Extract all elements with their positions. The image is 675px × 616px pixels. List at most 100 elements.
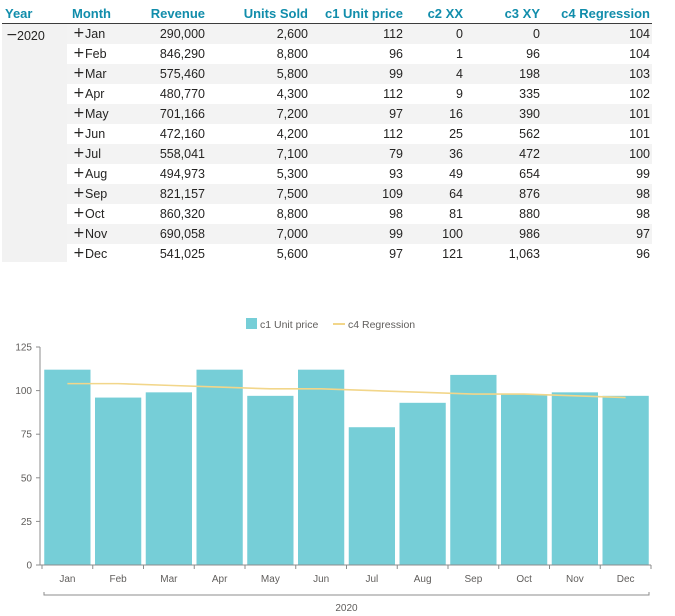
x-axis: Jan Feb Mar Apr May Jun Jul Aug Sep Oct Nov Dec 2020: [40, 564, 652, 614]
bar-aug[interactable]: [399, 402, 446, 565]
expand-icon[interactable]: +: [73, 245, 85, 261]
bar-sep[interactable]: [450, 374, 497, 565]
bar-jan[interactable]: [44, 369, 91, 565]
revenue-cell: 575,460: [159, 67, 205, 81]
expand-icon[interactable]: +: [73, 25, 85, 41]
c1-cell: 112: [383, 87, 403, 101]
chart-legend[interactable]: c1 Unit price c4 Regression: [246, 318, 415, 331]
month-cell: Jul: [85, 147, 101, 161]
expand-icon[interactable]: +: [73, 145, 85, 161]
c3-cell: 1,063: [508, 247, 540, 261]
c4-cell: 98: [636, 187, 650, 201]
legend-label-c4[interactable]: c4 Regression: [348, 319, 415, 331]
matrix-table: Year Month Revenue Units Sold c1 Unit pr…: [0, 0, 675, 270]
bar-apr[interactable]: [196, 369, 243, 565]
bar-jun[interactable]: [298, 369, 345, 565]
table-row: + Jan 290,000 2,600 112 0 0 104: [67, 24, 652, 44]
units-sold-cell: 8,800: [276, 207, 308, 221]
header-c1-unit-price[interactable]: c1 Unit price: [324, 6, 403, 21]
expand-icon[interactable]: +: [73, 165, 85, 181]
header-c3-xy[interactable]: c3 XY: [504, 6, 540, 21]
expand-icon[interactable]: +: [73, 205, 85, 221]
c3-cell: 880: [519, 207, 540, 221]
c4-cell: 97: [636, 227, 650, 241]
month-cell: Jan: [85, 27, 106, 41]
units-sold-cell: 5,800: [276, 67, 308, 81]
c1-cell: 112: [383, 27, 403, 41]
table-row: + Dec 541,025 5,600 97 121 1,063 96: [67, 244, 652, 264]
revenue-cell: 541,025: [159, 247, 205, 261]
expand-icon[interactable]: +: [73, 45, 85, 61]
month-cell: May: [85, 107, 109, 121]
y-tick-label: 100: [15, 386, 32, 397]
units-sold-cell: 8,800: [276, 47, 308, 61]
units-sold-cell: 7,100: [276, 147, 308, 161]
bar-may[interactable]: [247, 395, 294, 565]
c4-cell: 103: [629, 67, 650, 81]
month-cell: Mar: [85, 67, 107, 81]
expand-icon[interactable]: +: [73, 185, 85, 201]
bar-dec[interactable]: [602, 395, 649, 565]
header-units-sold[interactable]: Units Sold: [243, 6, 308, 21]
c2-cell: 4: [456, 67, 463, 81]
c1-cell: 97: [389, 247, 403, 261]
expand-icon[interactable]: +: [73, 225, 85, 241]
header-c4-regression[interactable]: c4 Regression: [561, 6, 650, 21]
bar-feb[interactable]: [95, 397, 142, 565]
c3-cell: 562: [519, 127, 540, 141]
c1-cell: 112: [383, 127, 403, 141]
bar-mar[interactable]: [145, 392, 192, 565]
bar-oct[interactable]: [501, 394, 548, 565]
year-cell: 2020: [17, 29, 45, 43]
c1-cell: 99: [389, 227, 403, 241]
x-tick-label: Aug: [414, 574, 432, 585]
x-tick-label: Oct: [516, 574, 532, 585]
legend-label-c1[interactable]: c1 Unit price: [260, 319, 319, 331]
month-cell: Apr: [85, 87, 105, 101]
table-row: + Apr 480,770 4,300 112 9 335 102: [67, 84, 652, 104]
expand-icon[interactable]: +: [73, 125, 85, 141]
collapse-icon[interactable]: −: [6, 27, 18, 43]
c1-cell: 93: [389, 167, 403, 181]
y-tick-label: 0: [26, 561, 32, 572]
table-row: + Sep 821,157 7,500 109 64 876 98: [67, 184, 652, 204]
legend-swatch-c1[interactable]: [246, 318, 257, 329]
revenue-cell: 860,320: [159, 207, 205, 221]
header-year[interactable]: Year: [5, 6, 33, 21]
x-tick-label: Jan: [59, 574, 75, 585]
c2-cell: 100: [442, 227, 463, 241]
x-tick-label: May: [261, 574, 280, 585]
revenue-cell: 846,290: [159, 47, 205, 61]
header-revenue[interactable]: Revenue: [150, 6, 205, 21]
regression-line[interactable]: [67, 382, 626, 399]
expand-icon[interactable]: +: [73, 65, 85, 81]
revenue-cell: 472,160: [159, 127, 205, 141]
month-cell: Aug: [85, 167, 108, 181]
revenue-cell: 494,973: [159, 167, 205, 181]
bar-nov[interactable]: [551, 392, 598, 565]
x-tick-label: Nov: [566, 574, 584, 585]
expand-icon[interactable]: +: [73, 85, 85, 101]
table-row: + Jun 472,160 4,200 112 25 562 101: [67, 124, 652, 144]
c4-cell: 100: [629, 147, 650, 161]
c4-cell: 99: [636, 167, 650, 181]
combo-chart: c1 Unit price c4 Regression 0 25 50 75 100 125…: [15, 318, 652, 614]
year-row-band: [2, 24, 67, 262]
c2-cell: 36: [449, 147, 463, 161]
c3-cell: 390: [519, 107, 540, 121]
c3-cell: 986: [519, 227, 540, 241]
c2-cell: 0: [456, 27, 463, 41]
header-month[interactable]: Month: [72, 6, 111, 21]
c3-cell: 654: [519, 167, 540, 181]
c2-cell: 16: [449, 107, 463, 121]
bar-jul[interactable]: [348, 427, 395, 565]
header-c2-xx[interactable]: c2 XX: [427, 6, 463, 21]
c4-cell: 96: [636, 247, 650, 261]
units-sold-cell: 4,300: [276, 87, 308, 101]
c3-cell: 0: [533, 27, 540, 41]
table-row: + Mar 575,460 5,800 99 4 198 103: [67, 64, 652, 84]
y-axis: 0 25 50 75 100 125: [15, 343, 41, 572]
c2-cell: 64: [449, 187, 463, 201]
x-group-bracket: [43, 592, 650, 596]
expand-icon[interactable]: +: [73, 105, 85, 121]
